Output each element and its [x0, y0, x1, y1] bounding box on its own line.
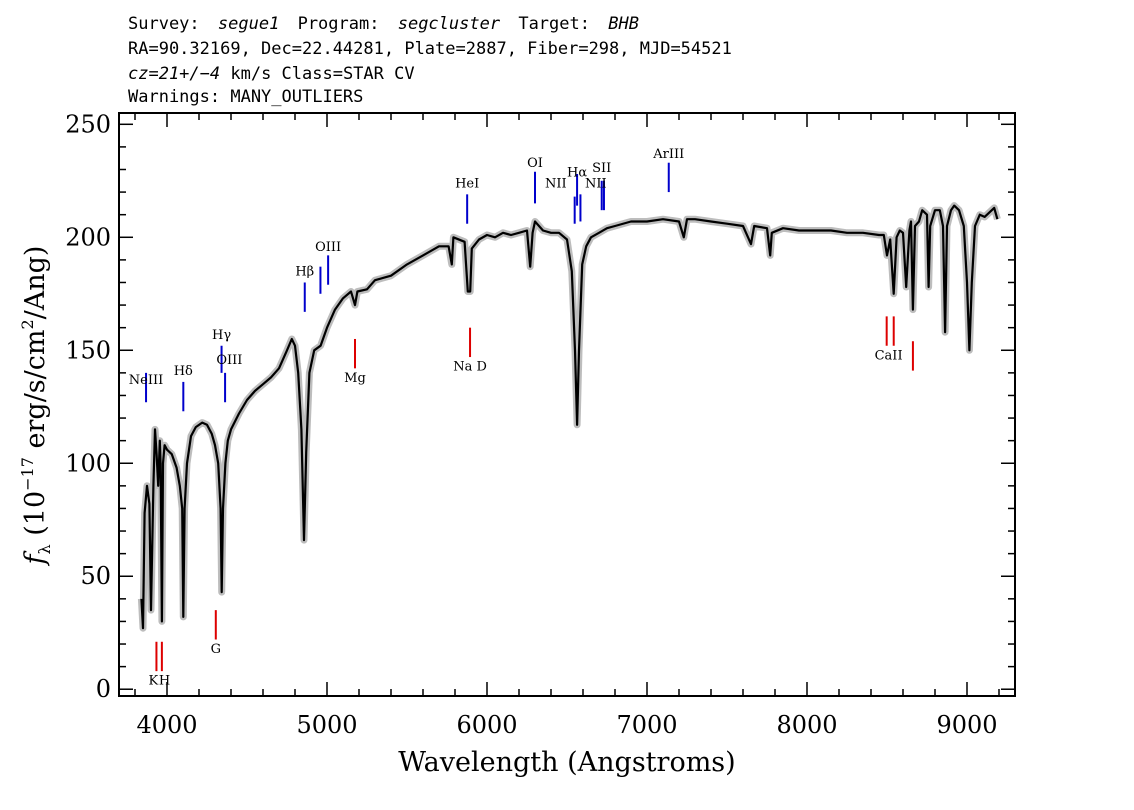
y-label-exp1: −17 — [18, 457, 37, 491]
emission-line-label: Hβ — [295, 265, 314, 280]
y-tick-label: 50 — [80, 562, 111, 590]
y-tick-label: 200 — [65, 223, 111, 251]
header-line1: Survey: segue1 Program: segcluster Targe… — [128, 14, 639, 34]
emission-line-label: SII — [592, 161, 611, 176]
absorption-line-label: H — [159, 674, 170, 689]
y-label-f: f — [20, 550, 51, 566]
target-value: BHB — [608, 14, 639, 34]
program-value: segcluster — [398, 14, 501, 34]
x-tick-label: 7000 — [616, 711, 677, 739]
spectrum-series — [140, 204, 999, 630]
emission-line-label: Hγ — [212, 328, 231, 343]
axis-tick-labels: 4000 5000 6000 7000 8000 9000 0 50 100 150 200 250 — [65, 110, 997, 739]
y-axis-label: fλ (10−17 erg/s/cm2/Ang) — [18, 246, 54, 567]
target-label: Target: — [518, 14, 590, 34]
emission-line-label: OIII — [315, 240, 341, 255]
absorption-line-label: Mg — [344, 371, 366, 386]
absorption-line-label: G — [211, 642, 221, 657]
y-tick-label: 150 — [65, 336, 111, 364]
emission-line-label: HeI — [455, 177, 479, 192]
absorption-line-label: K — [149, 674, 159, 689]
emission-line-label: OI — [527, 156, 543, 171]
redshift-value: cz=21+/−4 — [128, 64, 220, 84]
x-axis-label: Wavelength (Angstroms) — [398, 747, 735, 778]
y-tick-label: 250 — [65, 110, 111, 138]
error-band — [137, 202, 1001, 632]
plot-frame — [118, 112, 1016, 697]
y-label-pre: (10 — [20, 491, 51, 544]
emission-line-label: NeIII — [129, 373, 163, 388]
x-tick-label: 5000 — [296, 711, 357, 739]
y-label-sub: λ — [35, 544, 54, 554]
x-tick-label: 4000 — [136, 711, 197, 739]
axis-ticks — [119, 113, 1015, 696]
absorption-line-label: Na D — [453, 360, 487, 375]
emission-line-label: NII — [585, 177, 607, 192]
header-line3: cz=21+/−4 km/s Class=STAR CV — [128, 64, 415, 84]
line-markers — [145, 162, 914, 672]
flux-line — [140, 204, 999, 630]
emission-line-label: NII — [545, 177, 567, 192]
program-label: Program: — [298, 14, 380, 34]
y-tick-label: 0 — [96, 675, 111, 703]
emission-line-label: Hδ — [174, 364, 193, 379]
emission-line-label: ArIII — [652, 147, 684, 162]
x-tick-label: 9000 — [936, 711, 997, 739]
line-marker-labels: NeIIIHδHγOIIIHβOIIIHeIOINIIHαNIISIIArIII… — [129, 147, 903, 689]
y-label-post: /Ang) — [20, 246, 51, 320]
class-value: km/s Class=STAR CV — [220, 64, 414, 84]
x-tick-label: 8000 — [776, 711, 837, 739]
flux-error-band — [137, 202, 1001, 632]
y-label-exp2: 2 — [18, 319, 37, 329]
y-label-mid: erg/s/cm — [20, 330, 51, 458]
x-tick-label: 6000 — [456, 711, 517, 739]
header-line4: Warnings: MANY_OUTLIERS — [128, 87, 363, 107]
header-line2: RA=90.32169, Dec=22.44281, Plate=2887, F… — [128, 39, 732, 59]
header: Survey: segue1 Program: segcluster Targe… — [128, 14, 732, 107]
survey-label: Survey: — [128, 14, 200, 34]
absorption-line-label: CaII — [875, 348, 903, 363]
survey-value: segue1 — [218, 14, 279, 34]
emission-line-label: Hα — [567, 165, 587, 180]
y-tick-label: 100 — [65, 449, 111, 477]
emission-line-label: OIII — [216, 353, 242, 368]
